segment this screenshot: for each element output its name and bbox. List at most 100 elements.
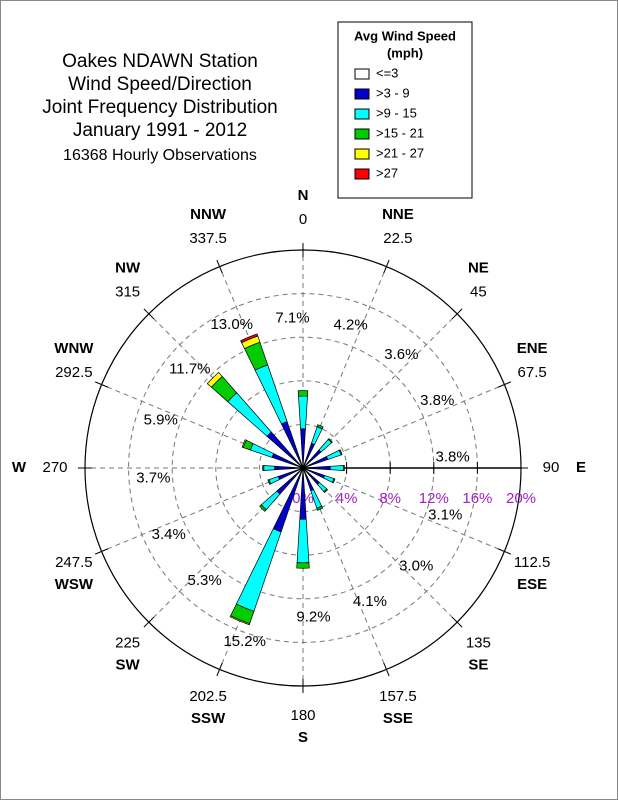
angle-label: 135 [466, 634, 491, 651]
petal-segment [267, 479, 272, 485]
angle-tick [383, 662, 390, 677]
total-label: 3.7% [136, 469, 170, 486]
legend-label: >3 - 9 [376, 85, 410, 100]
petal-segment [316, 505, 324, 511]
legend-label: >21 - 27 [376, 145, 424, 160]
angle-label: 225 [115, 634, 140, 651]
total-label: 7.1% [275, 309, 309, 326]
angle-tick [451, 616, 463, 628]
legend-swatch [354, 168, 370, 180]
radial-tick-label: 12% [419, 490, 449, 507]
chart-title: Oakes NDAWN Station [62, 51, 258, 72]
chart-title: January 1991 - 2012 [73, 120, 247, 141]
direction-label: WSW [55, 576, 94, 593]
angle-tick [497, 548, 512, 555]
angle-label: 270 [42, 459, 67, 476]
angle-label: 22.5 [383, 230, 412, 247]
legend-label: >27 [376, 165, 398, 180]
direction-label: NW [115, 260, 141, 277]
angle-label: 247.5 [55, 554, 93, 571]
direction-label: SSW [191, 710, 226, 727]
direction-label: ENE [517, 340, 548, 357]
petal-segment [331, 478, 336, 484]
angle-label: 292.5 [55, 364, 93, 381]
direction-label: S [298, 729, 308, 746]
petal-segment [297, 390, 309, 397]
angle-tick [383, 259, 390, 274]
angle-label: 112.5 [514, 554, 550, 571]
angle-label: 180 [290, 707, 315, 724]
total-label: 3.8% [436, 449, 470, 466]
direction-label: SSE [383, 710, 413, 727]
direction-label: NE [468, 260, 489, 277]
direction-label: SE [468, 656, 488, 673]
petal-segment [229, 615, 251, 626]
direction-label: NNW [190, 206, 227, 223]
angle-tick [94, 381, 109, 388]
legend-label: <=3 [376, 65, 398, 80]
chart-title: Wind Speed/Direction [68, 74, 252, 95]
direction-label: E [576, 459, 586, 476]
total-label: 3.8% [420, 392, 454, 409]
legend-swatch [354, 148, 370, 160]
angle-label: 0 [299, 211, 307, 228]
angle-tick [216, 259, 223, 274]
legend-label: >15 - 21 [376, 125, 424, 140]
angle-label: 67.5 [518, 364, 547, 381]
petal-segment [262, 465, 265, 471]
angle-tick [216, 662, 223, 677]
direction-label: NNE [382, 206, 414, 223]
total-label: 11.7% [169, 361, 210, 378]
spoke [302, 467, 458, 623]
petal-segment [206, 371, 223, 388]
angle-label: 202.5 [189, 688, 227, 705]
total-label: 4.2% [333, 317, 367, 334]
radial-tick-label: 16% [462, 490, 492, 507]
legend-swatch [354, 88, 370, 100]
legend-title: Avg Wind Speed [354, 28, 456, 43]
angle-label: 315 [115, 284, 140, 301]
total-label: 4.1% [353, 593, 387, 610]
angle-tick [451, 308, 463, 320]
petal-segment [263, 465, 276, 471]
angle-tick [143, 308, 155, 320]
angle-tick [94, 548, 109, 555]
total-label: 3.1% [428, 507, 462, 524]
total-label: 15.2% [223, 633, 266, 650]
petal-segment [259, 504, 267, 512]
legend-label: >9 - 15 [376, 105, 417, 120]
angle-label: 337.5 [189, 230, 227, 247]
petal-segment [241, 439, 247, 448]
petal-segment [327, 438, 333, 444]
total-label: 5.3% [187, 572, 221, 589]
angle-label: 45 [470, 284, 487, 301]
angle-tick [497, 381, 512, 388]
spoke [302, 467, 505, 552]
legend-swatch [354, 68, 370, 80]
direction-label: ESE [517, 576, 547, 593]
total-label: 9.2% [296, 609, 330, 626]
petal-segment [296, 562, 310, 569]
legend-swatch [354, 108, 370, 120]
petal-segment [240, 333, 259, 344]
angle-label: 157.5 [379, 688, 417, 705]
total-label: 13.0% [210, 316, 253, 333]
total-label: 3.0% [399, 557, 433, 574]
direction-label: N [298, 187, 309, 204]
petal-segment [323, 488, 329, 494]
legend-subtitle: (mph) [387, 45, 423, 60]
total-label: 3.4% [152, 526, 186, 543]
legend-swatch [354, 128, 370, 140]
radial-tick-label: 20% [506, 490, 536, 507]
angle-label: 90 [543, 459, 560, 476]
chart-title: Joint Frequency Distribution [42, 97, 278, 118]
angle-tick [143, 616, 155, 628]
radial-tick-label: 8% [379, 490, 401, 507]
direction-label: W [12, 459, 27, 476]
direction-label: SW [116, 656, 141, 673]
radial-tick-label: 4% [336, 490, 358, 507]
chart-subtitle: 16368 Hourly Observations [63, 147, 257, 164]
total-label: 5.9% [144, 411, 178, 428]
